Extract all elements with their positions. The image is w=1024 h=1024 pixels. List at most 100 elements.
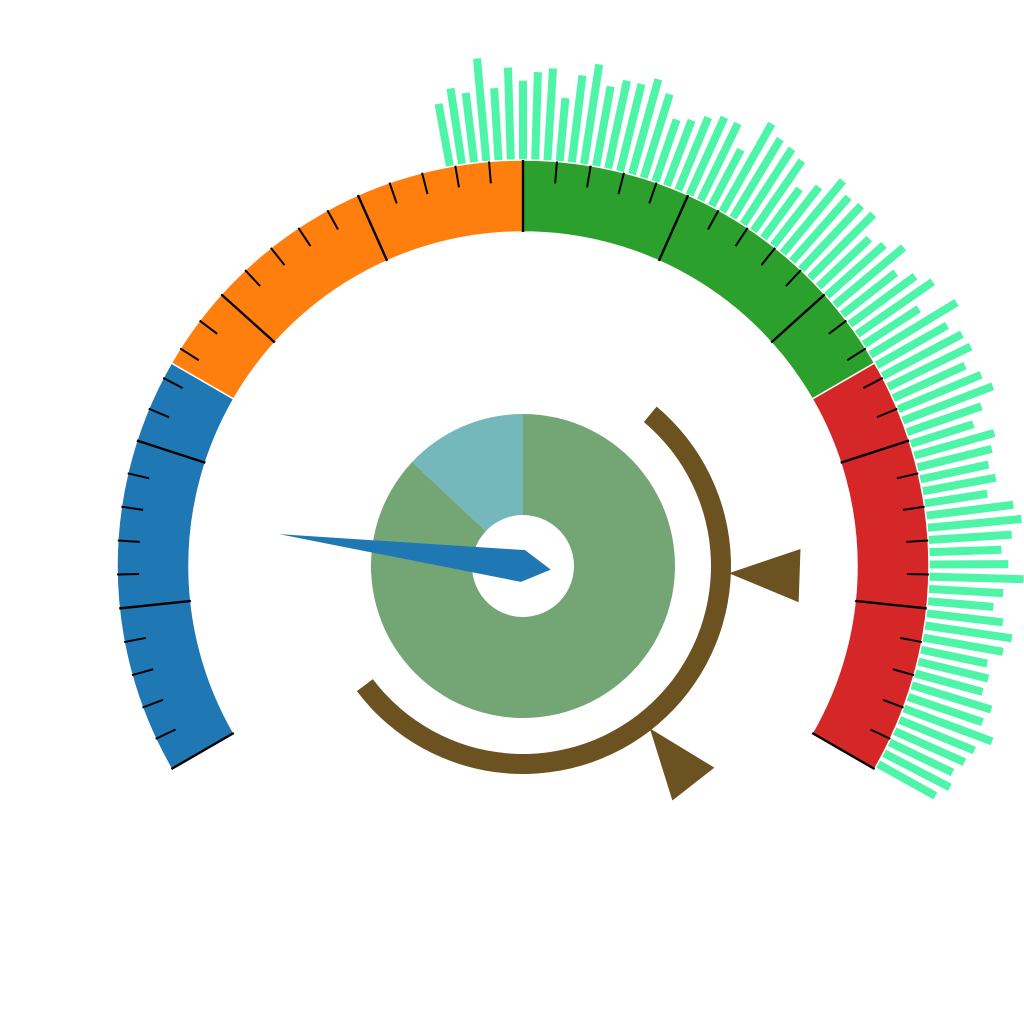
inner-donut (370, 414, 675, 718)
minor-tick (896, 472, 919, 480)
histogram-bar (872, 321, 950, 371)
minor-tick (388, 182, 398, 204)
histogram-bar (615, 83, 646, 175)
histogram-bars (434, 58, 1024, 800)
histogram-bar (768, 184, 823, 251)
histogram-bar (673, 115, 712, 195)
histogram-bar (866, 299, 959, 360)
gauge-band-2 (170, 159, 524, 401)
minor-tick (124, 636, 146, 644)
histogram-bar (895, 715, 976, 755)
histogram-bar (461, 92, 479, 166)
histogram-bar (889, 361, 967, 403)
minor-tick (162, 377, 184, 389)
major-tick (170, 731, 235, 771)
histogram-bar (910, 429, 996, 461)
histogram-bar (579, 63, 604, 168)
donut-slice-2 (412, 414, 523, 532)
histogram-bar (778, 178, 847, 258)
gauge-bands (116, 159, 930, 771)
minor-tick (127, 472, 150, 480)
histogram-bar (904, 692, 984, 727)
histogram-bar (813, 235, 873, 292)
major-tick (770, 293, 826, 344)
gauge-ticks (117, 160, 929, 771)
minor-tick (707, 209, 720, 230)
histogram-bar (911, 668, 984, 696)
minor-tick (297, 227, 312, 247)
minor-tick (326, 209, 339, 230)
minor-tick (876, 407, 898, 419)
histogram-bar (787, 194, 852, 266)
major-tick (119, 599, 191, 610)
histogram-bar (873, 759, 938, 800)
bracket-arc (356, 406, 801, 801)
donut-slice-1 (370, 414, 675, 718)
minor-tick (785, 269, 802, 287)
minor-tick (617, 172, 625, 195)
minor-tick (148, 407, 170, 419)
minor-tick (870, 728, 891, 740)
histogram-bar (923, 609, 1004, 627)
minor-tick (906, 539, 929, 543)
major-tick (356, 194, 389, 262)
histogram-bar (883, 342, 973, 392)
histogram-bar (503, 67, 515, 163)
needle-group (279, 534, 551, 582)
histogram-bar (913, 445, 993, 472)
minor-tick (199, 319, 218, 335)
histogram-bar (921, 489, 988, 508)
major-tick (220, 293, 276, 344)
minor-tick (586, 165, 592, 188)
bracket-marker (728, 549, 801, 603)
major-tick (136, 439, 206, 464)
histogram-bar (885, 737, 955, 777)
major-tick (840, 439, 910, 464)
gauge-needle (279, 534, 551, 582)
minor-tick (142, 698, 164, 709)
histogram-bar (923, 500, 1014, 520)
minor-tick (828, 319, 847, 335)
histogram-bar (639, 92, 674, 182)
minor-tick (131, 668, 154, 677)
histogram-bar (555, 97, 570, 165)
histogram-bar (908, 680, 993, 714)
histogram-bar (919, 473, 997, 496)
histogram-bar (650, 118, 681, 186)
histogram-bar (922, 621, 1013, 643)
histogram-bar (925, 596, 994, 611)
histogram-bar (879, 748, 952, 791)
histogram-bar (531, 71, 542, 163)
histogram-bar (898, 382, 995, 426)
histogram-bar (926, 584, 1004, 598)
histogram-bar (738, 146, 796, 229)
histogram-bar (822, 241, 887, 301)
histogram-bar (878, 330, 964, 381)
histogram-bar (473, 58, 491, 165)
minor-tick (117, 539, 140, 543)
gauge-band-1 (116, 361, 235, 771)
histogram-bar (900, 703, 994, 746)
minor-tick (421, 172, 429, 195)
histogram-bar (805, 211, 877, 283)
minor-tick (862, 377, 884, 389)
minor-tick (648, 182, 658, 204)
minor-tick (270, 247, 286, 266)
histogram-bar (728, 136, 784, 223)
histogram-bar (591, 85, 615, 170)
histogram-bar (890, 726, 967, 766)
histogram-bar (758, 186, 803, 243)
minor-tick (900, 636, 922, 644)
minor-tick (179, 347, 200, 362)
minor-tick (760, 247, 776, 266)
histogram-bar (926, 545, 1002, 557)
histogram-bar (567, 74, 587, 166)
histogram-bar (748, 158, 806, 236)
bracket-marker (649, 728, 715, 801)
histogram-bar (490, 87, 503, 163)
histogram-bar (924, 514, 1022, 532)
histogram-bar (894, 371, 983, 415)
major-tick (855, 599, 927, 610)
histogram-bar (706, 147, 745, 210)
